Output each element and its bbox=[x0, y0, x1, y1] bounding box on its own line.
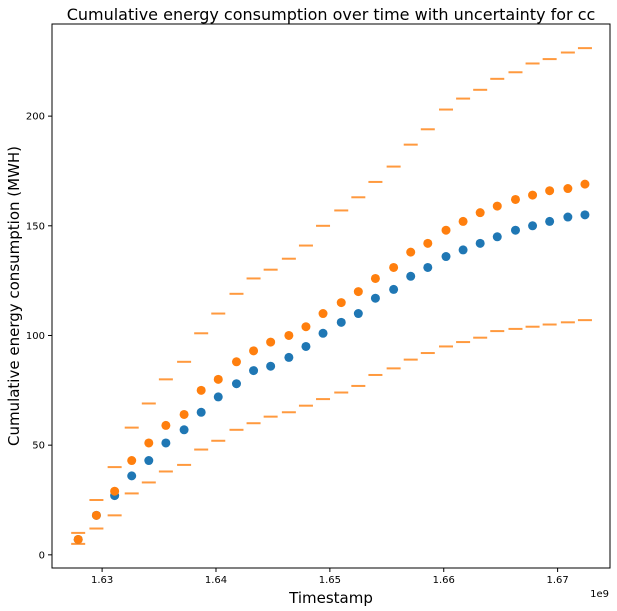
data-point bbox=[161, 420, 171, 430]
data-point bbox=[353, 309, 363, 319]
data-point bbox=[492, 201, 502, 211]
data-point bbox=[492, 232, 502, 242]
data-point bbox=[266, 337, 276, 347]
data-point bbox=[423, 262, 433, 272]
y-axis-label: Cumulative energy consumption (MWH) bbox=[5, 146, 23, 446]
y-tick-label: 100 bbox=[26, 331, 45, 342]
plot-area bbox=[52, 24, 610, 568]
data-point bbox=[475, 238, 485, 248]
data-point bbox=[353, 287, 363, 297]
data-point bbox=[318, 328, 328, 338]
data-point bbox=[580, 210, 590, 220]
data-point bbox=[144, 456, 154, 466]
data-point bbox=[249, 366, 259, 376]
data-point bbox=[231, 379, 241, 389]
data-point bbox=[110, 486, 120, 496]
data-point bbox=[423, 238, 433, 248]
data-point bbox=[127, 456, 137, 466]
data-point bbox=[406, 247, 416, 257]
data-point bbox=[510, 194, 520, 204]
x-tick-label: 1.63 bbox=[91, 575, 113, 586]
y-tick-label: 200 bbox=[26, 112, 45, 123]
data-point bbox=[179, 425, 189, 435]
x-tick-label: 1.64 bbox=[205, 575, 227, 586]
data-point bbox=[284, 352, 294, 362]
data-point bbox=[545, 216, 555, 226]
data-point bbox=[545, 186, 555, 196]
data-point bbox=[563, 184, 573, 194]
y-tick-label: 0 bbox=[39, 550, 45, 561]
x-tick-label: 1.66 bbox=[433, 575, 455, 586]
data-point bbox=[196, 407, 206, 417]
data-point bbox=[179, 409, 189, 419]
x-tick-label: 1.67 bbox=[546, 575, 568, 586]
data-point bbox=[161, 438, 171, 448]
data-point bbox=[91, 510, 101, 520]
axis-ticks: 1.63 1.64 1.65 1.66 1.67 0 50 100 150 200 bbox=[26, 112, 569, 586]
data-point bbox=[284, 330, 294, 340]
data-point bbox=[231, 357, 241, 367]
chart-title: Cumulative energy consumption over time … bbox=[67, 5, 596, 24]
data-point bbox=[528, 190, 538, 200]
data-point bbox=[336, 317, 346, 327]
data-point bbox=[475, 208, 485, 218]
data-point bbox=[389, 284, 399, 294]
data-point bbox=[510, 225, 520, 235]
x-tick-label: 1.65 bbox=[319, 575, 341, 586]
data-point bbox=[528, 221, 538, 231]
y-tick-label: 50 bbox=[32, 441, 45, 452]
x-offset-label: 1e9 bbox=[590, 589, 609, 600]
data-point bbox=[301, 341, 311, 351]
x-axis-label: Timestamp bbox=[288, 589, 373, 607]
data-point bbox=[441, 225, 451, 235]
data-point bbox=[336, 298, 346, 308]
y-tick-label: 150 bbox=[26, 221, 45, 232]
data-marks bbox=[71, 47, 592, 545]
data-point bbox=[370, 293, 380, 303]
data-point bbox=[127, 471, 137, 481]
data-point bbox=[301, 322, 311, 332]
data-point bbox=[318, 309, 328, 319]
data-point bbox=[406, 271, 416, 281]
data-point bbox=[249, 346, 259, 356]
data-point bbox=[144, 438, 154, 448]
data-point bbox=[441, 252, 451, 262]
data-point bbox=[266, 361, 276, 371]
data-point bbox=[580, 179, 590, 189]
data-point bbox=[73, 534, 83, 544]
data-point bbox=[196, 385, 206, 395]
data-point bbox=[389, 262, 399, 272]
data-point bbox=[458, 245, 468, 255]
data-point bbox=[213, 392, 223, 402]
data-point bbox=[458, 216, 468, 226]
data-point bbox=[213, 374, 223, 384]
data-point bbox=[563, 212, 573, 222]
plot-frame bbox=[51, 23, 611, 569]
data-point bbox=[370, 273, 380, 283]
